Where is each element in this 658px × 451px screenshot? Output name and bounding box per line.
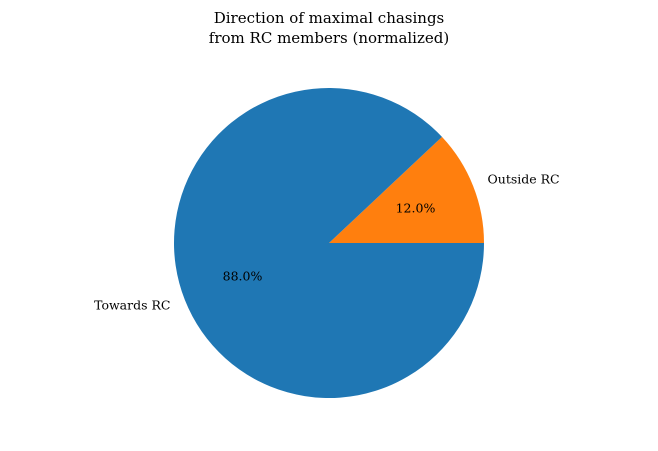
pct-label-outside-rc: 12.0% <box>396 200 436 215</box>
pie-slices <box>173 88 484 399</box>
pie-slice-outside-rc <box>329 136 484 243</box>
chart-title-line-1: Direction of maximal chasings <box>214 9 445 27</box>
pie-slice-towards-rc <box>173 88 484 399</box>
slice-label-towards-rc: Towards RC <box>94 297 170 312</box>
pie-labels: Outside RC 12.0% Towards RC 88.0% <box>94 172 560 313</box>
slice-label-outside-rc: Outside RC <box>488 172 560 187</box>
pct-label-towards-rc: 88.0% <box>223 269 263 284</box>
chart-title-line-2: from RC members (normalized) <box>209 29 449 47</box>
